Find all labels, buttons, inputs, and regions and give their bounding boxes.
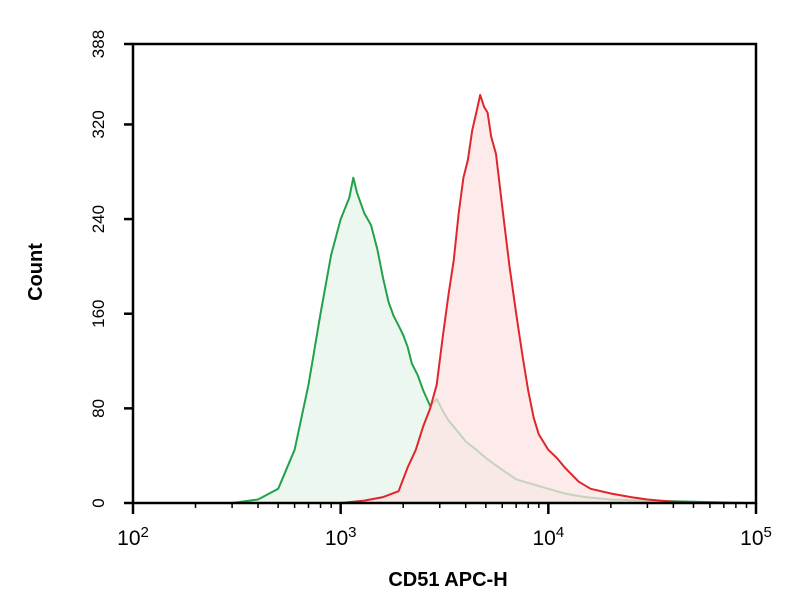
y-tick-label: 388 — [89, 30, 108, 58]
x-tick-label: 104 — [532, 524, 564, 550]
y-tick-label: 160 — [89, 300, 108, 328]
x-tick-label: 102 — [117, 524, 149, 550]
y-tick-label: 240 — [89, 205, 108, 233]
y-tick-label: 0 — [89, 498, 108, 507]
x-tick-label: 105 — [740, 524, 772, 550]
series-2-line — [340, 93, 710, 504]
y-axis-label: Count — [25, 243, 47, 301]
y-axis: 0 80 160 240 320 388 — [89, 30, 133, 508]
x-axis: 102 103 104 105 — [117, 503, 772, 550]
y-tick-label: 80 — [89, 399, 108, 418]
series-layer — [231, 93, 747, 504]
y-tick-label: 320 — [89, 110, 108, 138]
x-tick-label: 103 — [325, 524, 357, 550]
plot-frame — [131, 42, 758, 505]
series-1-area — [232, 177, 747, 503]
x-axis-label: CD51 APC-H — [388, 569, 507, 591]
